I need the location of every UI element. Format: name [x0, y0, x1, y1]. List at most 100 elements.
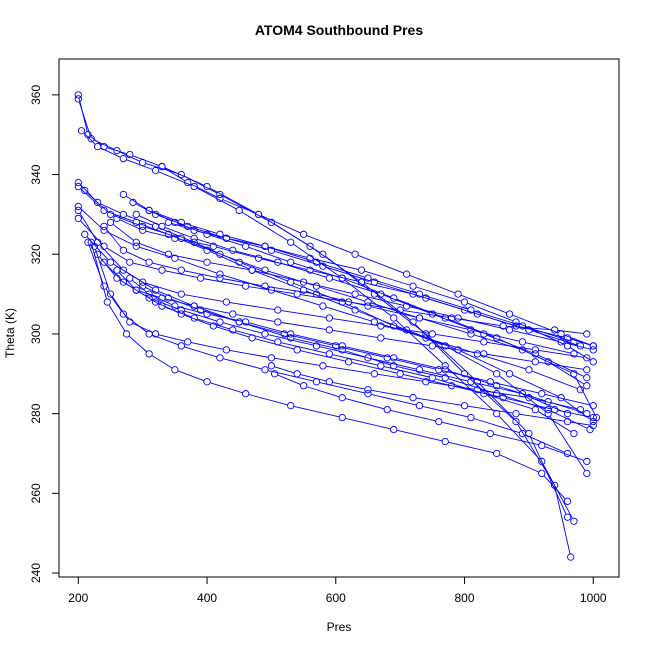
data-point	[325, 274, 333, 282]
data-point	[145, 294, 153, 302]
series-1-segment	[145, 163, 179, 174]
data-point	[570, 370, 578, 378]
data-point	[486, 378, 494, 386]
data-point	[235, 318, 243, 326]
series-10	[84, 238, 572, 458]
series-28-segment	[274, 366, 295, 374]
data-point	[586, 425, 594, 434]
series-20-segment	[345, 278, 391, 298]
series-10-segment	[474, 418, 520, 433]
data-point	[100, 282, 108, 290]
series-27-segment	[506, 398, 552, 410]
data-point	[505, 310, 514, 318]
series-14-segment	[422, 318, 468, 330]
series-16-segment	[119, 219, 140, 230]
series-5-segment	[422, 318, 468, 334]
series-21-segment	[461, 294, 507, 314]
series-1-segment	[94, 139, 115, 150]
data-point	[364, 274, 372, 282]
data-point	[93, 143, 102, 151]
data-point	[357, 266, 366, 274]
data-point	[589, 346, 597, 354]
data-point	[306, 242, 314, 250]
data-point	[261, 242, 269, 250]
series-18	[129, 198, 585, 350]
data-point	[493, 390, 501, 398]
series-2-segment	[498, 415, 540, 460]
data-point	[512, 318, 520, 326]
data-point	[563, 417, 572, 426]
series-7-segment	[293, 338, 340, 350]
series-15-segment	[210, 262, 249, 271]
data-point	[229, 246, 237, 254]
data-point	[196, 274, 205, 282]
data-point	[139, 282, 147, 290]
series-26-segment	[171, 298, 198, 310]
series-22-segment	[229, 238, 262, 247]
data-point	[209, 242, 218, 250]
series-13-segment	[281, 322, 327, 330]
data-point	[132, 210, 140, 219]
data-point	[106, 290, 115, 298]
series-28-segment	[570, 421, 590, 426]
data-point	[467, 330, 475, 338]
x-tick-label: 800	[455, 591, 475, 605]
series-21-segment	[261, 215, 301, 234]
data-point	[377, 334, 385, 342]
series-17-segment	[152, 211, 179, 222]
series-18-segment	[274, 250, 320, 266]
series-4-segment	[107, 211, 134, 222]
data-point	[312, 290, 321, 298]
data-point	[242, 390, 250, 398]
plot-frame	[58, 58, 620, 578]
series-4-segment	[255, 270, 301, 290]
data-point	[441, 437, 449, 446]
series-22-segment	[268, 246, 307, 258]
series-29-segment	[390, 409, 436, 422]
series-4-segment	[171, 235, 205, 250]
data-point	[132, 286, 140, 294]
series-10-segment	[525, 434, 565, 453]
series-9-segment	[487, 341, 533, 350]
data-point	[145, 290, 153, 298]
data-point	[274, 306, 282, 314]
series-27-segment	[216, 326, 249, 338]
data-point	[563, 342, 572, 350]
series-27-segment	[454, 386, 500, 398]
data-point	[222, 346, 231, 354]
series-4-segment	[460, 350, 507, 373]
data-point	[589, 413, 597, 422]
series-21-segment	[358, 255, 404, 274]
data-point	[113, 146, 121, 155]
data-point	[74, 91, 82, 99]
series-24-segment	[537, 411, 572, 433]
data-point	[345, 358, 353, 366]
data-point	[306, 254, 314, 262]
series-9-segment	[184, 294, 224, 302]
series-13	[93, 250, 591, 374]
data-point	[216, 194, 224, 203]
series-13-segment	[435, 345, 481, 354]
series-22-segment	[416, 286, 462, 302]
data-point	[570, 429, 578, 438]
data-point	[270, 370, 279, 378]
series-24-segment	[197, 318, 230, 330]
data-point	[190, 234, 198, 242]
series-11	[87, 238, 572, 505]
data-point	[287, 334, 295, 342]
data-point	[216, 190, 224, 199]
series-6	[74, 202, 585, 394]
data-point	[531, 346, 539, 354]
data-point	[209, 322, 218, 330]
data-point	[139, 226, 147, 234]
data-point	[171, 234, 179, 242]
series-9-segment	[332, 318, 378, 326]
data-point	[428, 342, 436, 350]
series-20-segment	[499, 338, 546, 361]
data-point	[139, 278, 147, 286]
data-point	[274, 318, 282, 326]
data-point	[299, 382, 308, 390]
data-point	[190, 182, 198, 191]
data-point	[422, 334, 430, 342]
series-1-segment	[184, 175, 218, 194]
